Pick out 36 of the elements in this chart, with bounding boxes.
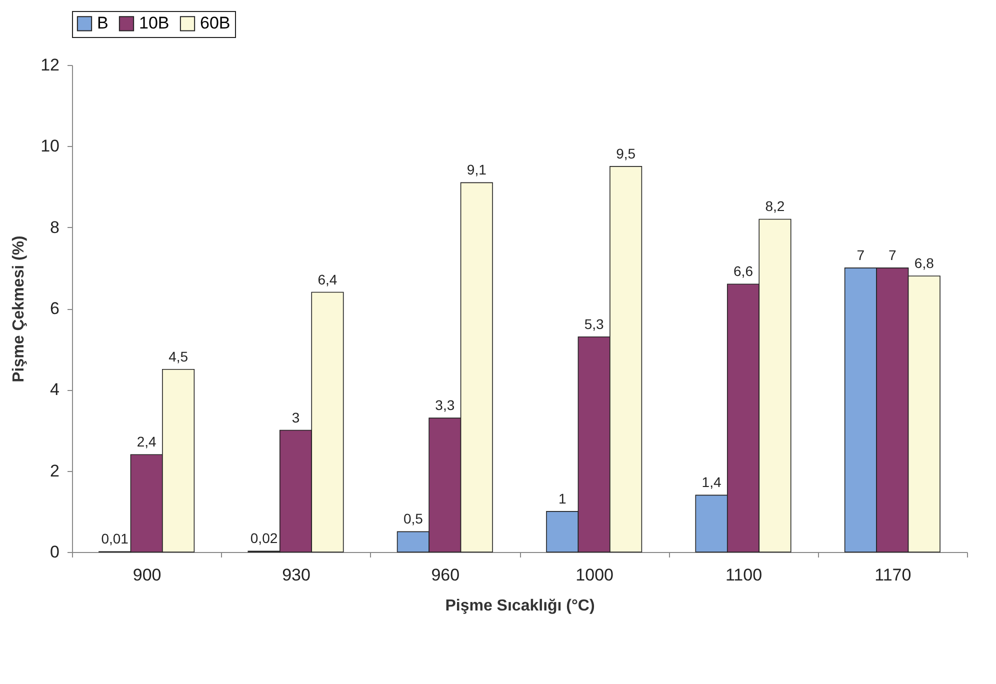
y-tick-label: 4 xyxy=(50,380,60,400)
data-label: 1,4 xyxy=(702,474,722,490)
data-label: 9,1 xyxy=(466,162,487,178)
data-label: 2,4 xyxy=(136,434,157,450)
y-tick-label: 10 xyxy=(40,136,60,156)
x-tick-label: 930 xyxy=(282,566,310,584)
data-label: 0,02 xyxy=(250,530,278,546)
data-label: 4,5 xyxy=(168,348,188,364)
legend-label: B xyxy=(97,14,108,33)
legend-label: 60B xyxy=(200,14,230,33)
x-axis-title: Pişme Sıcaklığı (°C) xyxy=(445,598,595,614)
data-label: 6,6 xyxy=(734,263,754,280)
y-tick-label: 6 xyxy=(50,299,60,318)
x-tick-label: 1170 xyxy=(874,566,912,584)
data-label: 3 xyxy=(292,409,300,426)
data-label: 5,3 xyxy=(584,316,604,332)
x-tick-label: 1100 xyxy=(725,566,762,584)
legend-label: 10B xyxy=(139,14,170,33)
data-label: 0,5 xyxy=(403,510,424,527)
data-label: 6,4 xyxy=(318,271,338,288)
data-label: 0,01 xyxy=(101,530,129,547)
data-label: 7 xyxy=(856,246,865,263)
data-label: 7 xyxy=(888,246,897,263)
y-tick-label: 8 xyxy=(50,218,60,237)
y-tick-label: 0 xyxy=(50,542,60,562)
data-label: 8,2 xyxy=(765,198,785,214)
x-tick-label: 960 xyxy=(431,566,460,584)
y-axis-title: Pişme Çekmesi (%) xyxy=(10,236,28,382)
y-tick-label: 12 xyxy=(40,56,60,74)
data-label: 3,3 xyxy=(435,397,455,414)
data-label: 1 xyxy=(558,490,566,506)
x-tick-label: 1000 xyxy=(576,566,614,584)
x-tick-label: 900 xyxy=(132,566,162,584)
data-label: 6,8 xyxy=(914,255,934,272)
data-label: 9,5 xyxy=(616,145,636,162)
y-tick-label: 2 xyxy=(50,461,60,480)
